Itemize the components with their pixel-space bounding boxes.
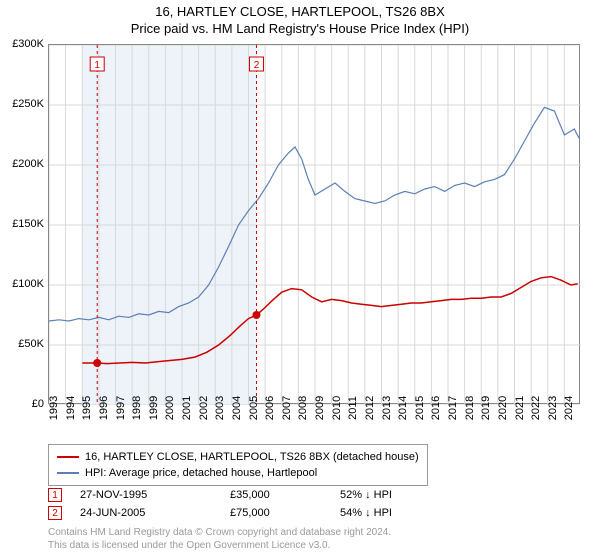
- y-tick-label: £150K: [12, 218, 44, 230]
- x-tick-label: 2007: [281, 396, 293, 420]
- x-tick-label: 2023: [547, 396, 559, 420]
- x-tick-label: 1998: [131, 396, 143, 420]
- title-address: 16, HARTLEY CLOSE, HARTLEPOOL, TS26 8BX: [0, 4, 600, 19]
- x-tick-label: 2008: [297, 396, 309, 420]
- y-tick-label: £0: [32, 398, 44, 410]
- x-tick-label: 2009: [314, 396, 326, 420]
- x-tick-label: 2021: [514, 396, 526, 420]
- x-tick-label: 2017: [447, 396, 459, 420]
- svg-text:1: 1: [94, 60, 100, 71]
- x-tick-label: 2002: [198, 396, 210, 420]
- sale-price-1: £35,000: [230, 489, 340, 501]
- footer: Contains HM Land Registry data © Crown c…: [48, 526, 391, 552]
- legend: 16, HARTLEY CLOSE, HARTLEPOOL, TS26 8BX …: [48, 444, 428, 486]
- legend-label-hpi: HPI: Average price, detached house, Hart…: [85, 465, 317, 481]
- x-tick-label: 2000: [164, 396, 176, 420]
- plot-svg: 12: [49, 45, 581, 405]
- y-tick-label: £50K: [18, 338, 44, 350]
- legend-swatch-hpi: [57, 472, 79, 474]
- sale-pct-1: 52% ↓ HPI: [340, 489, 470, 501]
- legend-swatch-property: [57, 456, 79, 458]
- x-tick-label: 2015: [414, 396, 426, 420]
- chart-area: 12 £0£50K£100K£150K£200K£250K£300K 19931…: [48, 44, 580, 404]
- sale-pct-2: 54% ↓ HPI: [340, 507, 470, 519]
- legend-label-property: 16, HARTLEY CLOSE, HARTLEPOOL, TS26 8BX …: [85, 449, 419, 465]
- x-tick-label: 2013: [381, 396, 393, 420]
- footer-line-1: Contains HM Land Registry data © Crown c…: [48, 526, 391, 539]
- x-tick-label: 2003: [214, 396, 226, 420]
- legend-row-property: 16, HARTLEY CLOSE, HARTLEPOOL, TS26 8BX …: [57, 449, 419, 465]
- x-tick-label: 2018: [464, 396, 476, 420]
- x-tick-label: 2005: [248, 396, 260, 420]
- y-tick-label: £300K: [12, 38, 44, 50]
- y-tick-label: £200K: [12, 158, 44, 170]
- x-tick-label: 2016: [430, 396, 442, 420]
- sales-table: 1 27-NOV-1995 £35,000 52% ↓ HPI 2 24-JUN…: [48, 486, 470, 522]
- sale-marker-badge-1: 1: [48, 488, 62, 502]
- footer-line-2: This data is licensed under the Open Gov…: [48, 539, 391, 552]
- x-tick-label: 2010: [331, 396, 343, 420]
- y-tick-label: £250K: [12, 98, 44, 110]
- sales-row-1: 1 27-NOV-1995 £35,000 52% ↓ HPI: [48, 486, 470, 504]
- x-tick-label: 2004: [231, 396, 243, 420]
- x-tick-label: 1994: [65, 396, 77, 420]
- x-tick-label: 2014: [397, 396, 409, 420]
- x-tick-label: 1997: [115, 396, 127, 420]
- y-tick-label: £100K: [12, 278, 44, 290]
- sale-date-1: 27-NOV-1995: [80, 489, 230, 501]
- chart-container: 16, HARTLEY CLOSE, HARTLEPOOL, TS26 8BX …: [0, 0, 600, 560]
- x-tick-label: 2024: [563, 396, 575, 420]
- svg-text:2: 2: [254, 60, 260, 71]
- x-tick-label: 1996: [98, 396, 110, 420]
- sale-price-2: £75,000: [230, 507, 340, 519]
- sale-date-2: 24-JUN-2005: [80, 507, 230, 519]
- sale-marker-badge-2: 2: [48, 506, 62, 520]
- legend-row-hpi: HPI: Average price, detached house, Hart…: [57, 465, 419, 481]
- x-tick-label: 1993: [48, 396, 60, 420]
- x-tick-label: 2011: [347, 396, 359, 420]
- sales-row-2: 2 24-JUN-2005 £75,000 54% ↓ HPI: [48, 504, 470, 522]
- plot-area: 12: [48, 44, 580, 404]
- x-tick-label: 2019: [480, 396, 492, 420]
- x-tick-label: 2006: [264, 396, 276, 420]
- x-tick-label: 2012: [364, 396, 376, 420]
- x-tick-label: 1999: [148, 396, 160, 420]
- x-tick-label: 2022: [530, 396, 542, 420]
- title-subtitle: Price paid vs. HM Land Registry's House …: [0, 21, 600, 36]
- title-block: 16, HARTLEY CLOSE, HARTLEPOOL, TS26 8BX …: [0, 0, 600, 36]
- x-tick-label: 2020: [497, 396, 509, 420]
- x-tick-label: 2001: [181, 396, 193, 420]
- x-tick-label: 1995: [81, 396, 93, 420]
